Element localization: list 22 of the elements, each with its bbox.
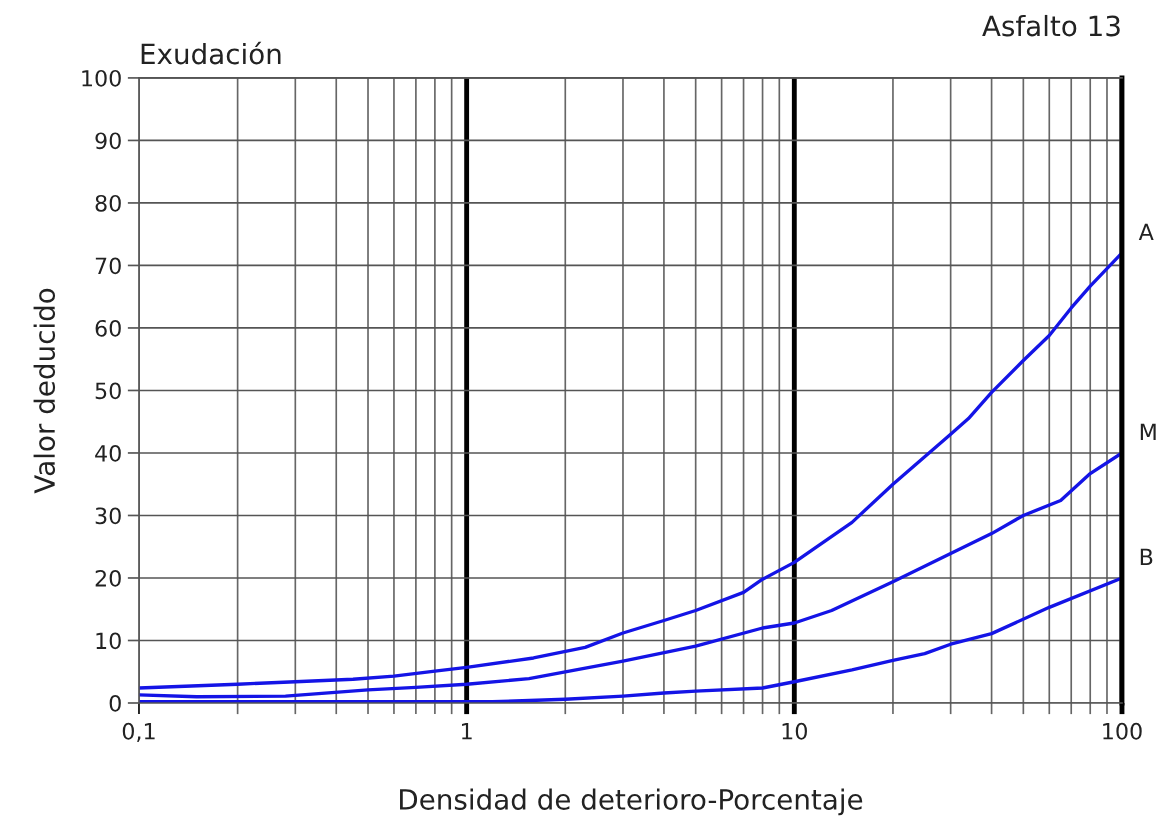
x-tick-label: 100 — [1103, 722, 1142, 740]
y-tick-label: 80 — [95, 194, 121, 212]
series-label: A — [1138, 223, 1154, 240]
y-tick-label: 100 — [82, 69, 121, 87]
x-tick-label: 1 — [462, 723, 472, 740]
x-tick-label: 0,1 — [122, 722, 155, 742]
x-tick-label: 10 — [782, 722, 807, 740]
y-tick-label: 90 — [95, 132, 121, 150]
y-tick-label: 30 — [95, 507, 121, 525]
y-tick-label: 50 — [95, 382, 121, 400]
y-tick-label: 0 — [109, 694, 121, 712]
y-tick-label: 70 — [95, 257, 121, 275]
y-axis-title: Valor deducido — [33, 288, 56, 494]
y-tick-label: 60 — [95, 319, 121, 337]
y-tick-label: 10 — [96, 632, 121, 650]
series-label: M — [1140, 423, 1156, 441]
series-label: B — [1140, 548, 1153, 566]
y-tick-label: 20 — [95, 569, 121, 587]
y-tick-label: 40 — [95, 444, 121, 462]
chart-title: Exudación — [141, 41, 281, 65]
x-axis-title: Densidad de deterioro-Porcentaje — [400, 788, 863, 816]
chart-subtitle: Asfalto 13 — [982, 14, 1120, 37]
